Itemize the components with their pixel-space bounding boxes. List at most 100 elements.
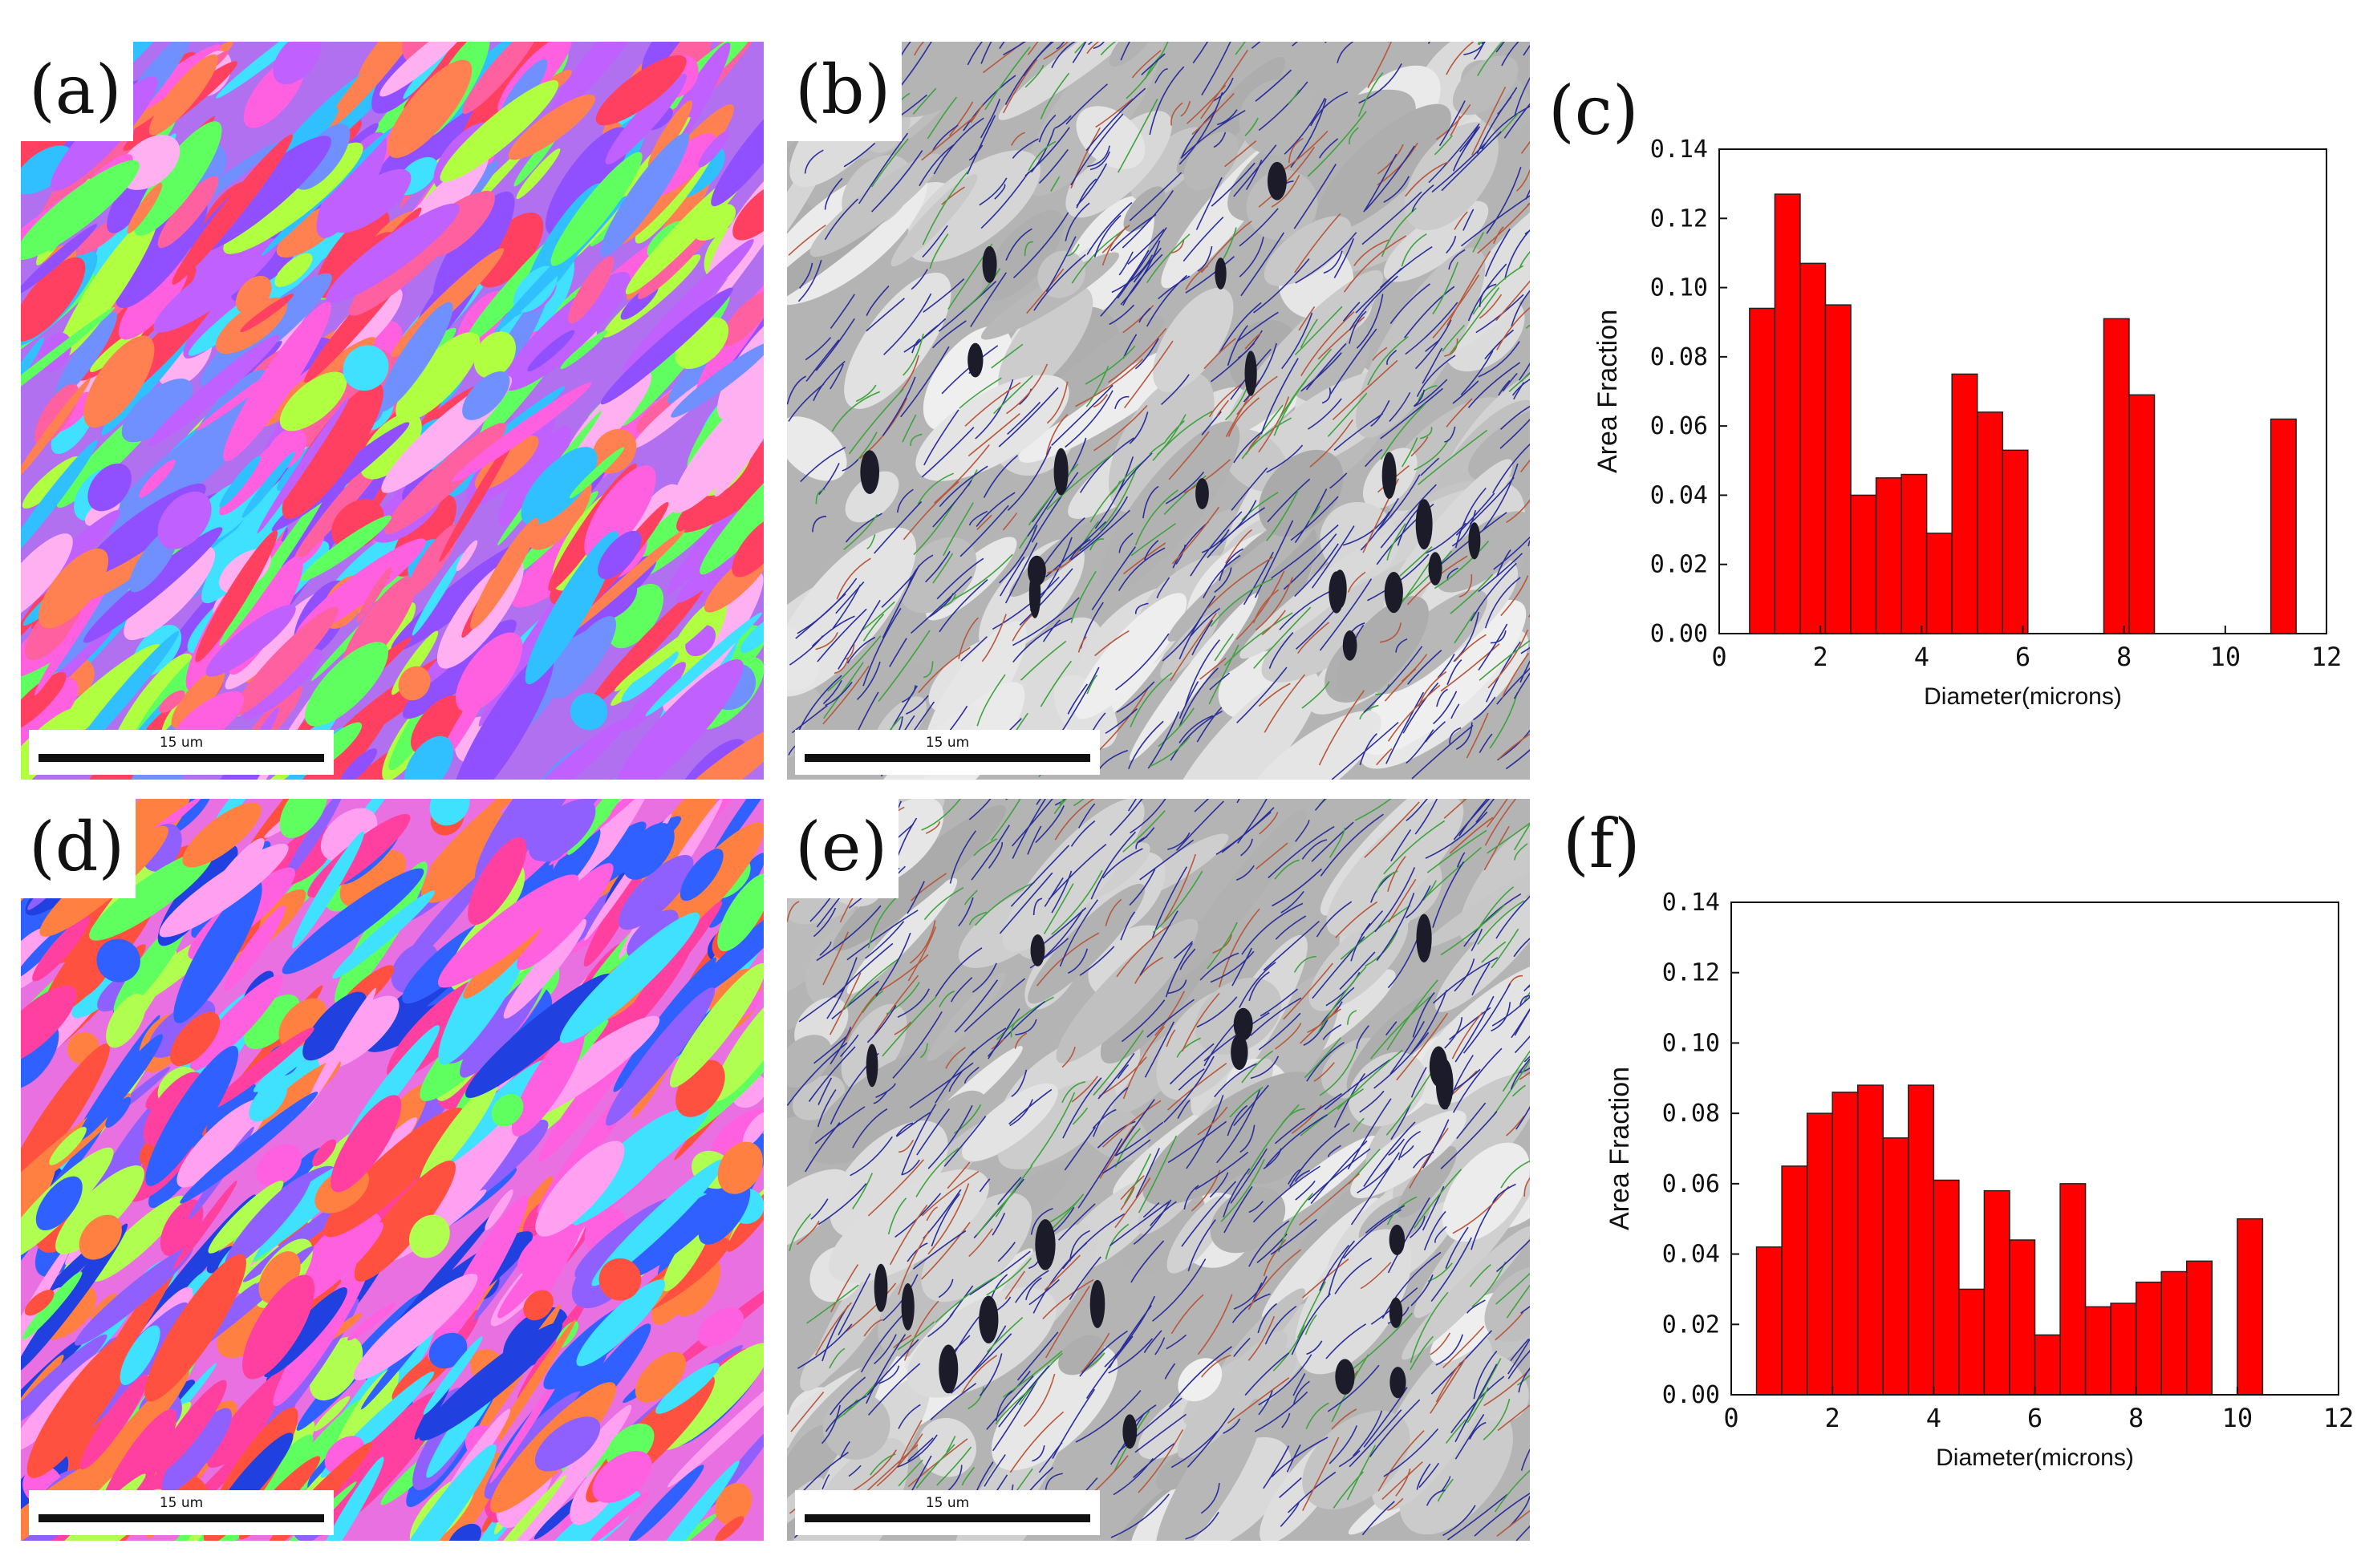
boundary-line bbox=[1024, 1373, 1056, 1428]
boundary-line bbox=[1180, 100, 1191, 117]
boundary-line bbox=[976, 674, 1006, 727]
grain bbox=[1258, 449, 1344, 537]
grain-boundary-map bbox=[787, 42, 1530, 780]
boundary-line bbox=[1251, 42, 1261, 49]
boundary-line bbox=[1525, 188, 1530, 200]
boundary-line bbox=[882, 376, 916, 436]
x-tick-label: 4 bbox=[1926, 1403, 1941, 1433]
boundary-line bbox=[1051, 870, 1073, 914]
boundary-line bbox=[1491, 928, 1519, 969]
boundary-line bbox=[1243, 551, 1274, 606]
boundary-line bbox=[1446, 658, 1462, 686]
grain bbox=[240, 294, 294, 333]
boundary-line bbox=[1272, 868, 1322, 907]
boundary-line bbox=[1223, 612, 1293, 667]
grain bbox=[708, 799, 764, 865]
boundary-line bbox=[1271, 174, 1300, 208]
boundary-line bbox=[1219, 302, 1262, 353]
boundary-line bbox=[1379, 622, 1402, 643]
boundary-line bbox=[906, 695, 929, 715]
boundary-line bbox=[1304, 1037, 1341, 1079]
boundary-line bbox=[1123, 1153, 1152, 1205]
boundary-line bbox=[903, 1300, 939, 1361]
boundary-line bbox=[1422, 1119, 1450, 1169]
boundary-line bbox=[846, 636, 876, 664]
grain bbox=[787, 1169, 851, 1253]
boundary-line bbox=[1216, 109, 1238, 126]
boundary-line bbox=[1294, 1169, 1311, 1182]
grain bbox=[38, 548, 109, 629]
boundary-line bbox=[839, 1440, 850, 1460]
boundary-line bbox=[1005, 228, 1032, 261]
boundary-line bbox=[1327, 392, 1368, 437]
boundary-line bbox=[1173, 941, 1194, 959]
boundary-line bbox=[1337, 1049, 1403, 1110]
boundary-line bbox=[1410, 1335, 1434, 1371]
boundary-line bbox=[1501, 653, 1530, 699]
boundary-line bbox=[995, 1165, 1033, 1218]
grain bbox=[698, 130, 730, 168]
grain bbox=[1414, 957, 1530, 1105]
boundary-line bbox=[810, 1198, 829, 1220]
boundary-line bbox=[1258, 683, 1291, 707]
boundary-line bbox=[1149, 441, 1166, 455]
boundary-line bbox=[912, 1230, 967, 1270]
boundary-line bbox=[1185, 256, 1235, 294]
boundary-line bbox=[1381, 1461, 1423, 1500]
grain bbox=[606, 987, 716, 1126]
grain bbox=[92, 1195, 185, 1282]
boundary-line bbox=[1089, 458, 1147, 523]
grain bbox=[428, 1332, 468, 1369]
boundary-line bbox=[1286, 1444, 1301, 1473]
boundary-line bbox=[1146, 233, 1191, 284]
boundary-line bbox=[1130, 1240, 1165, 1283]
boundary-line bbox=[873, 1091, 888, 1104]
boundary-line bbox=[1374, 867, 1416, 933]
boundary-line bbox=[922, 225, 948, 258]
grain bbox=[291, 831, 364, 949]
boundary-line bbox=[1254, 520, 1294, 598]
grain bbox=[419, 1079, 499, 1185]
boundary-line bbox=[976, 492, 1016, 528]
grain bbox=[326, 203, 460, 303]
grain bbox=[432, 191, 515, 306]
boundary-line bbox=[991, 343, 1024, 369]
boundary-line bbox=[1040, 660, 1073, 707]
boundary-line bbox=[797, 1323, 853, 1369]
boundary-line bbox=[1129, 172, 1182, 221]
grain bbox=[921, 1193, 1032, 1303]
grain bbox=[899, 537, 977, 614]
boundary-line bbox=[1454, 1068, 1481, 1091]
boundary-line bbox=[1075, 1390, 1142, 1443]
boundary-line bbox=[1410, 1067, 1427, 1098]
panel-label-b: (b) bbox=[787, 42, 903, 141]
boundary-line bbox=[1142, 1202, 1160, 1218]
boundary-line bbox=[1237, 799, 1268, 844]
grain bbox=[671, 342, 764, 418]
boundary-line bbox=[1127, 229, 1165, 265]
boundary-line bbox=[1425, 339, 1440, 352]
boundary-line bbox=[1329, 1425, 1358, 1465]
boundary-line bbox=[1144, 1021, 1175, 1078]
boundary-line bbox=[1176, 1037, 1201, 1058]
boundary-line bbox=[1137, 827, 1155, 844]
histogram-bar bbox=[2237, 1218, 2264, 1396]
boundary-line bbox=[866, 1004, 897, 1043]
boundary-line bbox=[1134, 338, 1159, 370]
boundary-line bbox=[898, 1404, 921, 1429]
y-axis-title: Area Fraction bbox=[1604, 1067, 1635, 1230]
boundary-line bbox=[1255, 577, 1293, 631]
grain bbox=[692, 903, 764, 998]
boundary-line bbox=[1097, 1052, 1135, 1100]
boundary-line bbox=[1129, 869, 1156, 906]
boundary-line bbox=[1265, 1114, 1328, 1167]
boundary-line bbox=[1044, 877, 1064, 907]
boundary-line bbox=[875, 932, 911, 997]
boundary-line bbox=[1241, 1050, 1274, 1084]
boundary-line bbox=[848, 388, 904, 455]
boundary-line bbox=[1178, 1068, 1205, 1091]
boundary-line bbox=[1258, 1012, 1301, 1051]
grain bbox=[1452, 55, 1519, 115]
boundary-line bbox=[861, 601, 895, 631]
grain bbox=[241, 452, 295, 518]
